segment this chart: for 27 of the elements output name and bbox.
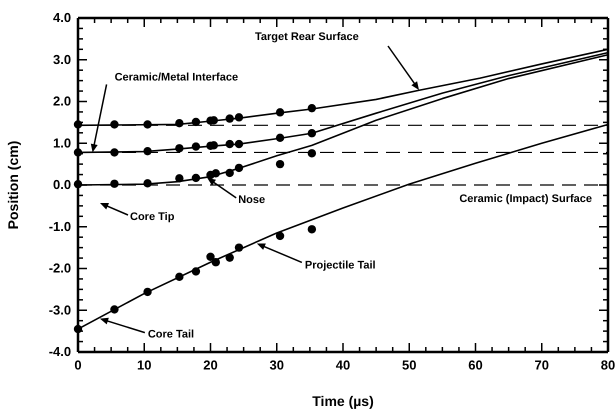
x-tick-label: 40: [336, 357, 350, 372]
y-tick-label: -2.0: [48, 260, 72, 276]
x-axis-title: Time (µs): [312, 393, 374, 409]
annotation: Core Tail: [148, 328, 194, 341]
y-tick-label: 3.0: [53, 52, 72, 67]
annotation: Projectile Tail: [304, 259, 376, 272]
annotation: Ceramic/Metal Interface: [114, 71, 238, 84]
y-tick-label: 0.0: [53, 177, 72, 192]
x-tick-label: 80: [600, 357, 615, 372]
x-tick-label: 60: [468, 357, 483, 372]
y-axis-title: Position (cm): [5, 140, 21, 230]
x-tick-label: 50: [402, 357, 416, 372]
x-tick-label: 0: [74, 357, 82, 372]
x-tick-label: 70: [534, 357, 549, 372]
y-tick-label: -3.0: [48, 302, 72, 318]
annotation: Target Rear Surface: [255, 31, 359, 43]
annotation: Core Tip: [130, 211, 175, 223]
y-tick-label: 2.0: [53, 94, 72, 109]
x-tick-label: 10: [137, 357, 152, 372]
y-tick-label: 1.0: [53, 135, 72, 150]
annotation: Ceramic (Impact) Surface: [459, 193, 592, 205]
y-tick-label: 4.0: [53, 10, 72, 26]
x-tick-label: 20: [203, 357, 218, 372]
annotation: Nose: [238, 194, 266, 206]
x-tick-label: 30: [270, 357, 284, 372]
y-tick-label: -1.0: [48, 218, 72, 234]
y-tick-label: -4.0: [48, 344, 72, 360]
